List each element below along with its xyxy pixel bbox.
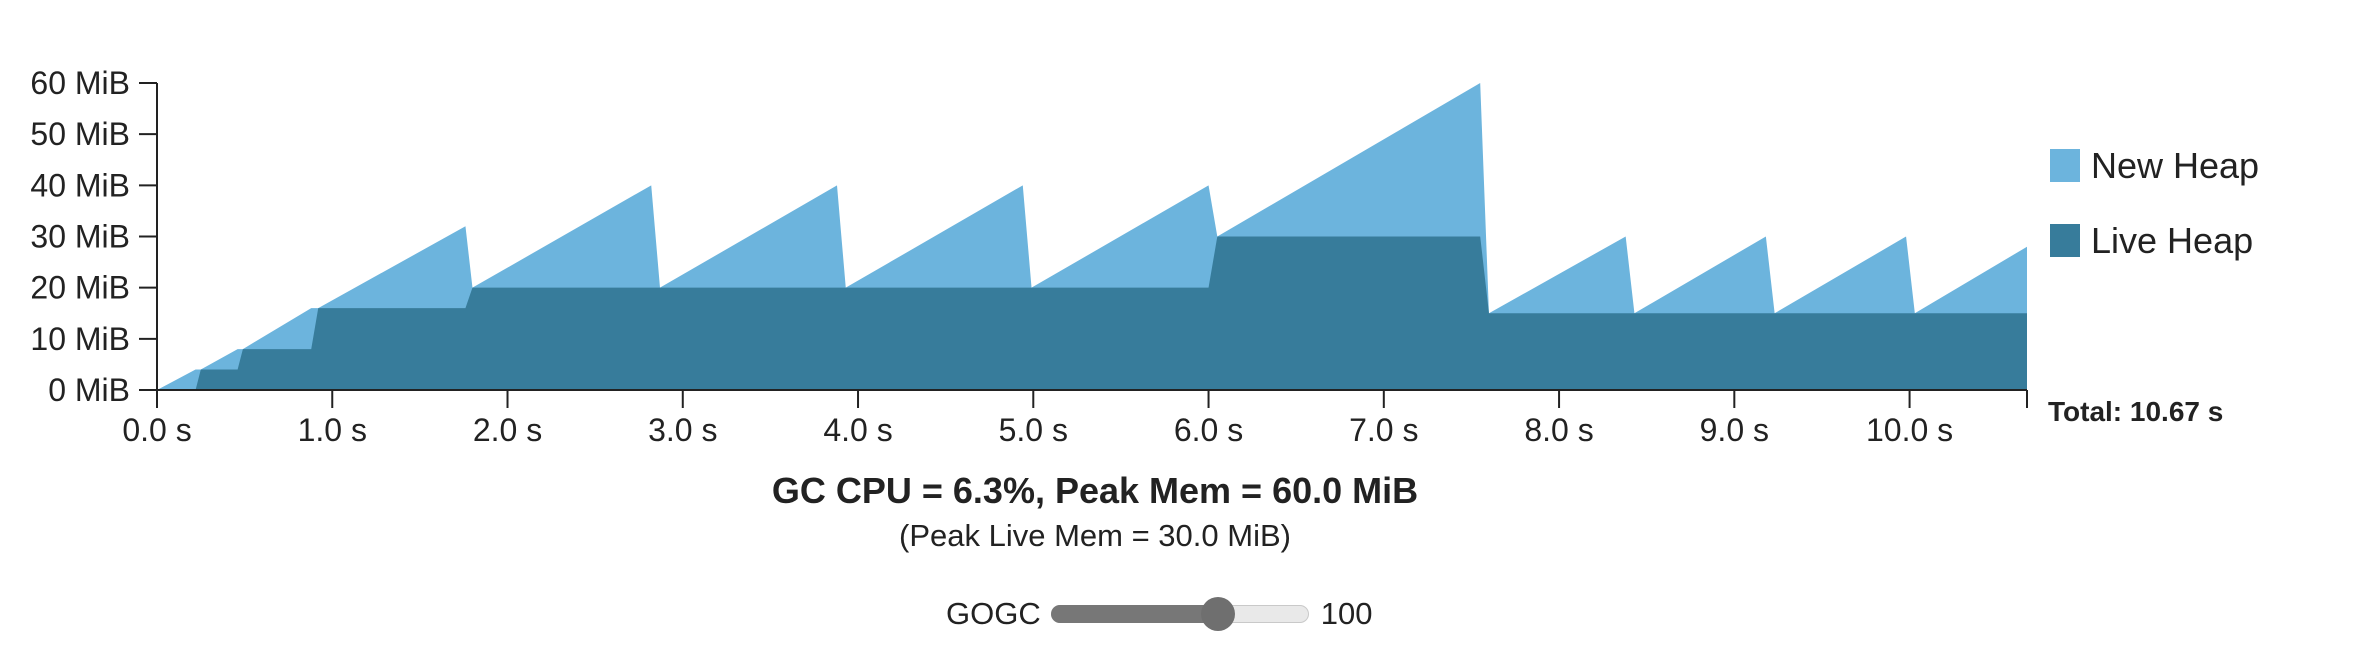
x-tick-label: 10.0 s xyxy=(1866,412,1953,448)
series-area-live-heap xyxy=(157,236,2027,390)
total-time-label: Total: 10.67 s xyxy=(2048,396,2223,427)
slider-fill xyxy=(1050,605,1219,623)
x-tick-label: 8.0 s xyxy=(1524,412,1593,448)
gc-summary-title: GC CPU = 6.3%, Peak Mem = 60.0 MiB xyxy=(771,470,1419,511)
legend: New Heap Live Heap xyxy=(2050,145,2259,261)
x-tick-label: 4.0 s xyxy=(823,412,892,448)
legend-swatch xyxy=(2050,149,2080,182)
x-tick-label: 0.0 s xyxy=(122,412,191,448)
y-tick-label: 20 MiB xyxy=(30,270,130,306)
y-tick-label: 0 MiB xyxy=(48,372,130,408)
gogc-control: GOGC 100 xyxy=(946,592,1372,636)
legend-swatch xyxy=(2050,224,2080,257)
x-axis: 0.0 s 1.0 s 2.0 s 3.0 s 4.0 s 5.0 s 6.0 s 7.0 s… xyxy=(122,389,2028,448)
gogc-value: 100 xyxy=(1320,596,1373,631)
heap-chart: 0 MiB 10 MiB 20 MiB 30 MiB 40 MiB 50 MiB 60 Mi… xyxy=(30,65,2259,448)
y-tick-label: 30 MiB xyxy=(30,219,130,255)
x-tick-label: 6.0 s xyxy=(1174,412,1243,448)
y-tick-label: 50 MiB xyxy=(30,116,130,152)
x-tick-label: 3.0 s xyxy=(648,412,717,448)
peak-live-mem-subtitle: (Peak Live Mem = 30.0 MiB) xyxy=(899,518,1291,553)
legend-label: New Heap xyxy=(2091,145,2259,186)
x-tick-label: 7.0 s xyxy=(1349,412,1418,448)
x-tick-label: 1.0 s xyxy=(298,412,367,448)
y-tick-label: 40 MiB xyxy=(30,167,130,203)
slider-thumb[interactable] xyxy=(1201,597,1236,631)
y-tick-label: 60 MiB xyxy=(30,65,130,101)
x-tick-label: 9.0 s xyxy=(1700,412,1769,448)
x-tick-label: 5.0 s xyxy=(999,412,1068,448)
x-tick-label: 2.0 s xyxy=(473,412,542,448)
gogc-label: GOGC xyxy=(946,596,1041,631)
y-axis: 0 MiB 10 MiB 20 MiB 30 MiB 40 MiB 50 MiB 60 Mi… xyxy=(30,65,158,408)
chart-areas xyxy=(157,83,2027,390)
y-tick-label: 10 MiB xyxy=(30,321,130,357)
legend-label: Live Heap xyxy=(2091,220,2253,261)
gogc-slider[interactable] xyxy=(1050,597,1309,631)
